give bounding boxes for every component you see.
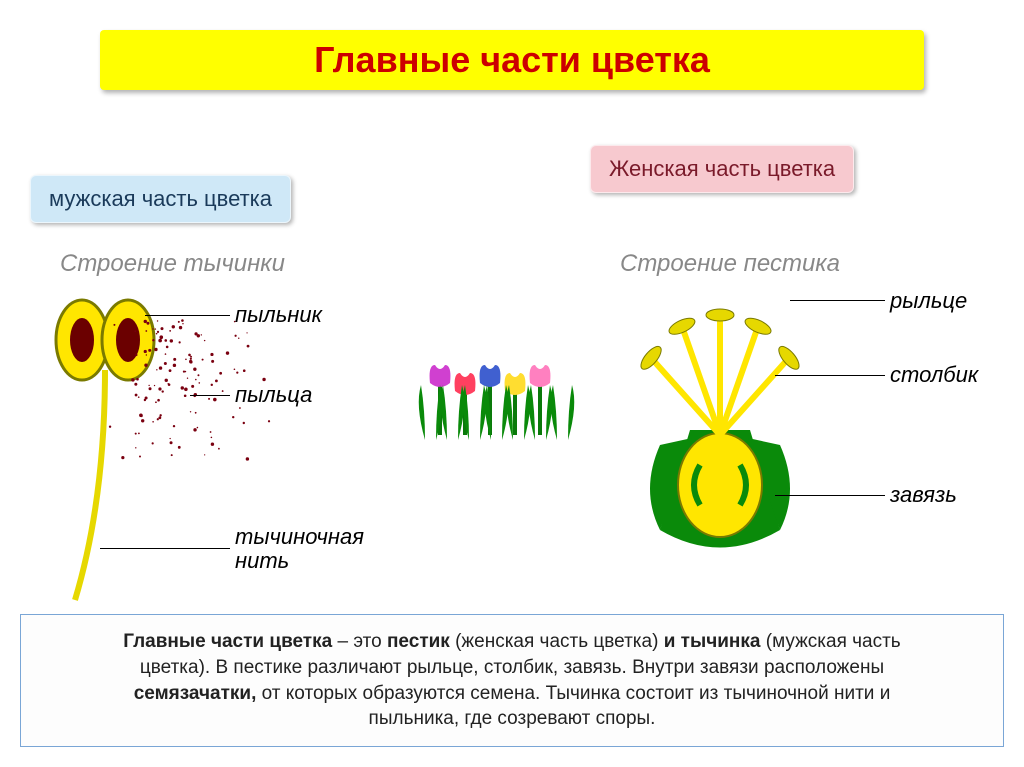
- footer-b1: Главные части цветка: [123, 631, 332, 652]
- footer-s3: (мужская часть: [760, 631, 900, 652]
- stamen-structure-header: Строение тычинки: [60, 250, 285, 278]
- footer-s2: (женская часть цветка): [450, 631, 664, 652]
- flower-cluster-icon: [410, 320, 580, 450]
- leader-style: [775, 375, 885, 376]
- label-filament: тычиночная нить: [235, 525, 364, 573]
- leader-pollen: [190, 395, 230, 396]
- male-part-box: мужская часть цветка: [30, 175, 291, 223]
- footer-b2: пестик: [387, 631, 450, 652]
- female-part-label: Женская часть цветка: [609, 156, 835, 181]
- leader-stigma: [790, 300, 885, 301]
- footer-s4: от которых образуются семена. Тычинка со…: [256, 683, 890, 704]
- leader-anther: [145, 315, 230, 316]
- title-bar: Главные части цветка: [100, 30, 924, 90]
- footer-line4: пыльника, где созревают споры.: [369, 708, 656, 729]
- title-text: Главные части цветка: [314, 39, 710, 81]
- label-pollen: пыльца: [235, 382, 312, 408]
- pistil-structure-header: Строение пестика: [620, 250, 840, 278]
- footer-s1: – это: [332, 631, 387, 652]
- label-filament-text: тычиночная нить: [235, 524, 364, 573]
- label-ovary: завязь: [890, 482, 957, 508]
- footer-b3: и тычинка: [664, 631, 761, 652]
- female-part-box: Женская часть цветка: [590, 145, 854, 193]
- leader-filament: [100, 548, 230, 549]
- pistil-diagram: [600, 280, 880, 580]
- footer-b4: семязачатки,: [134, 683, 257, 704]
- label-style: столбик: [890, 362, 978, 388]
- label-anther: пыльник: [235, 302, 322, 328]
- diagram-area: пыльник пыльца тычиночная нить рыльце ст…: [0, 280, 1024, 630]
- footer-line2: цветка). В пестике различают рыльце, сто…: [140, 657, 884, 678]
- male-part-label: мужская часть цветка: [49, 186, 272, 211]
- footer-explanation: Главные части цветка – это пестик (женск…: [20, 614, 1004, 747]
- label-stigma: рыльце: [890, 288, 967, 314]
- leader-ovary: [775, 495, 885, 496]
